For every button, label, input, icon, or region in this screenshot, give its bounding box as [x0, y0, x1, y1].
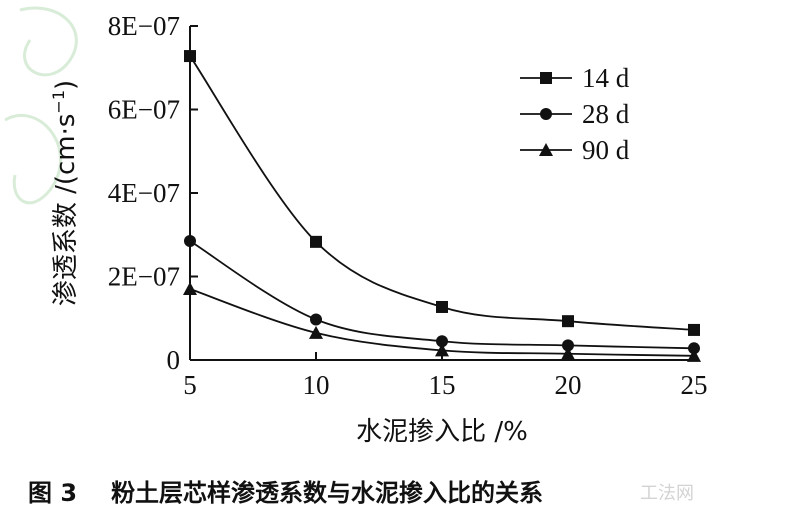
- data-point-90d: [561, 346, 575, 360]
- legend-label-90d: 90 d: [582, 135, 630, 165]
- data-point-28d: [688, 342, 700, 355]
- figure-caption-text: 粉土层芯样渗透系数与水泥掺入比的关系: [111, 479, 544, 507]
- series-line-14d: [189, 55, 695, 331]
- y-tick-label: 4E−07: [108, 178, 180, 208]
- x-tick-label: 20: [555, 370, 582, 400]
- x-tick-label: 5: [183, 370, 197, 400]
- legend-marker-28d: [540, 108, 552, 120]
- data-point-28d: [184, 235, 196, 248]
- legend-marker-90d: [539, 143, 553, 156]
- x-axis-title: 水泥掺入比 /%: [356, 417, 528, 447]
- figure-caption: 图 3 粉土层芯样渗透系数与水泥掺入比的关系: [28, 473, 788, 508]
- legend-label-28d: 28 d: [582, 99, 630, 129]
- x-tick-label: 15: [429, 370, 456, 400]
- data-point-28d: [436, 335, 448, 348]
- data-point-90d: [687, 348, 701, 362]
- data-point-14d: [562, 315, 574, 328]
- data-point-14d: [184, 50, 196, 63]
- x-tick-label: 10: [303, 370, 330, 400]
- data-point-14d: [688, 323, 700, 336]
- series-line-28d: [189, 240, 695, 350]
- figure-number: 图 3: [28, 479, 78, 507]
- y-tick-label: 2E−07: [108, 262, 180, 292]
- x-tick-label: 25: [681, 370, 708, 400]
- y-axis-title: 渗透系数 /(cm·s−1): [49, 80, 81, 306]
- permeability-chart: 0 2E−07 4E−07 6E−07 8E−07 5 10 15 20 25 水泥掺入比 /% 渗透…: [49, 11, 708, 447]
- y-tick-label: 8E−07: [108, 11, 180, 41]
- data-point-14d: [436, 300, 448, 313]
- legend-label-14d: 14 d: [582, 63, 630, 93]
- data-point-14d: [310, 235, 322, 248]
- data-point-28d: [562, 339, 574, 352]
- y-tick-label: 6E−07: [108, 95, 180, 125]
- data-point-28d: [310, 313, 322, 326]
- watermark-decoration: [4, 6, 78, 205]
- data-point-90d: [183, 282, 197, 296]
- data-point-90d: [435, 343, 449, 357]
- watermark-text: 工法网: [640, 483, 694, 504]
- legend-marker-14d: [540, 72, 552, 84]
- y-tick-label: 0: [167, 345, 181, 375]
- data-point-90d: [309, 325, 323, 339]
